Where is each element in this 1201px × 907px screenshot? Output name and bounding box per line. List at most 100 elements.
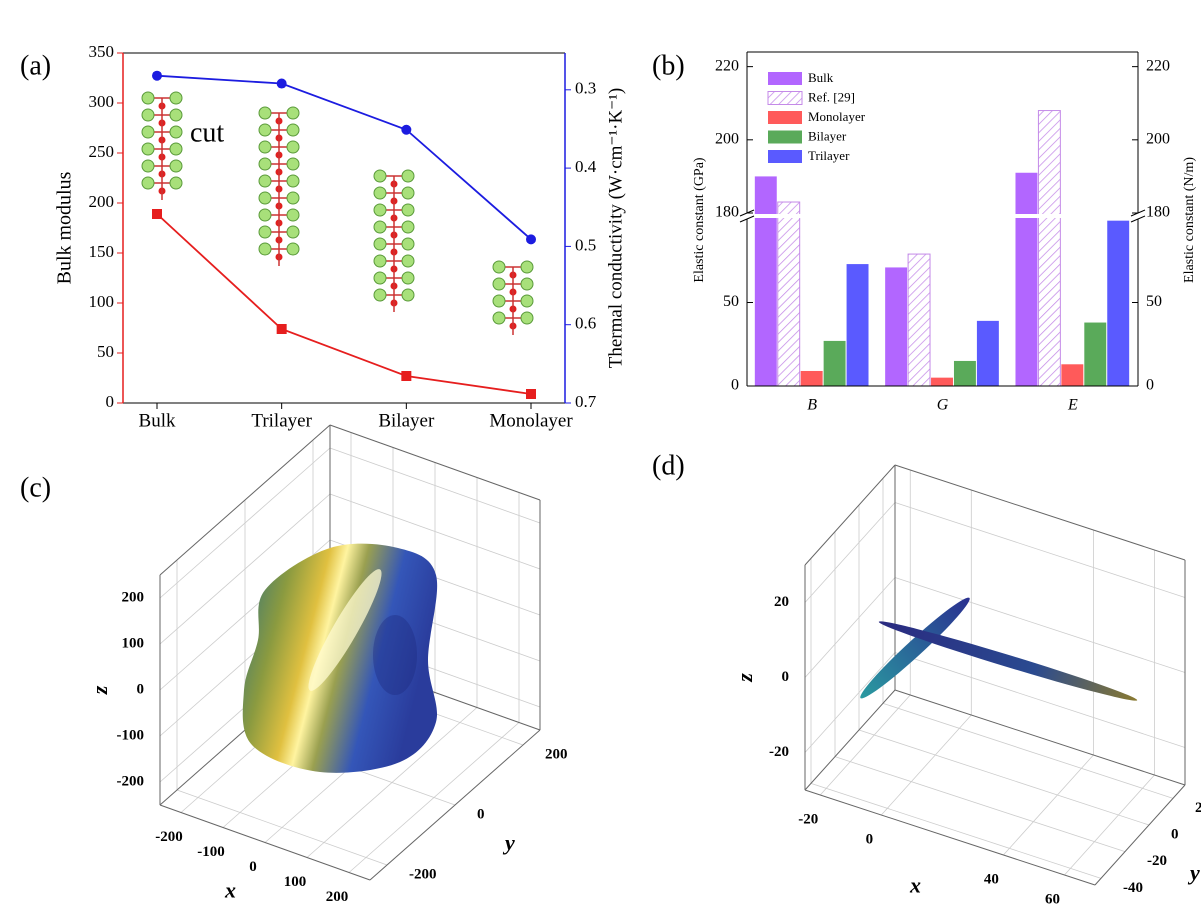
- box-edge: [159, 424, 331, 576]
- y-tick-label: 0: [1171, 826, 1179, 842]
- y2-tick-label: 50: [1146, 293, 1162, 310]
- x-axis-label: x: [909, 873, 921, 898]
- atom: [286, 242, 300, 256]
- atom: [520, 294, 534, 308]
- grid-line: [858, 729, 1150, 826]
- grid-line: [804, 652, 896, 753]
- x-tick-label: 60: [1045, 891, 1060, 907]
- atom: [286, 157, 300, 171]
- marker: [152, 209, 162, 219]
- y-tick-label: 50: [723, 293, 739, 310]
- atom: [401, 237, 415, 251]
- marker: [276, 324, 287, 334]
- y-tick-label: 220: [715, 57, 739, 74]
- y-tick-label: 200: [545, 746, 568, 762]
- panel-label: (d): [652, 450, 685, 481]
- box-edge: [329, 424, 541, 501]
- atom: [520, 277, 534, 291]
- atom: [401, 169, 415, 183]
- marker: [152, 70, 162, 81]
- bar: [823, 340, 846, 386]
- y-tick-label: 0: [731, 377, 739, 394]
- atom: [169, 125, 183, 139]
- atom: [258, 106, 272, 120]
- grid-line: [819, 694, 911, 796]
- x-tick-label: 100: [284, 874, 307, 890]
- atom: [286, 191, 300, 205]
- legend-swatch: [768, 130, 802, 144]
- marker: [276, 78, 287, 89]
- atom: [373, 220, 387, 234]
- y2-tick-label: 0.4: [575, 157, 597, 176]
- grid-line: [882, 702, 1174, 799]
- atom: [258, 242, 272, 256]
- grid-line: [881, 714, 972, 816]
- shadow: [373, 615, 417, 695]
- y2-axis-label: Thermal conductivity (W·cm⁻¹·K⁻¹): [605, 88, 626, 368]
- bar: [1061, 364, 1084, 386]
- box-edge: [804, 689, 896, 791]
- y-tick-label: 0: [106, 392, 115, 411]
- atom: [141, 91, 155, 105]
- x-tick-label: -200: [155, 829, 183, 845]
- atom: [258, 225, 272, 239]
- x-tick-label: G: [937, 397, 949, 414]
- series-line: [156, 213, 532, 395]
- atom: [169, 91, 183, 105]
- z-tick-label: 0: [782, 669, 790, 685]
- bar: [885, 267, 908, 386]
- atom: [401, 220, 415, 234]
- y-tick-label: 100: [89, 292, 115, 311]
- y2-tick-label: 220: [1146, 57, 1170, 74]
- box-edge: [894, 689, 1186, 786]
- x-tick-label: -20: [798, 811, 818, 827]
- atom: [520, 311, 534, 325]
- z-tick-label: 100: [122, 635, 145, 651]
- x-tick-label: 40: [984, 871, 999, 887]
- atom: [373, 237, 387, 251]
- atom: [258, 174, 272, 188]
- grid-line: [159, 493, 331, 645]
- z-axis-label: z: [87, 685, 112, 695]
- grid-line: [804, 502, 896, 603]
- x-tick-label: 0: [249, 859, 257, 875]
- bar: [800, 370, 823, 386]
- atom: [169, 159, 183, 173]
- z-tick-label: -20: [769, 744, 789, 760]
- atom: [258, 157, 272, 171]
- panel-label: (b): [652, 50, 685, 81]
- y-tick-label: 250: [89, 142, 115, 161]
- box-edge: [369, 729, 541, 881]
- atom: [141, 108, 155, 122]
- x-tick-label: Monolayer: [489, 410, 573, 431]
- atom: [401, 186, 415, 200]
- atom: [373, 169, 387, 183]
- atom: [286, 123, 300, 137]
- atom: [286, 140, 300, 154]
- atom: [286, 225, 300, 239]
- surface: [860, 597, 970, 699]
- legend-label: Monolayer: [808, 109, 866, 124]
- y-axis-label: y: [502, 830, 515, 855]
- atom: [373, 288, 387, 302]
- legend-label: Bilayer: [808, 128, 847, 143]
- atom: [286, 106, 300, 120]
- y2-axis-label: Elastic constant (N/m): [1182, 157, 1197, 283]
- legend-label: Trilayer: [808, 148, 850, 163]
- box-edge: [804, 464, 896, 566]
- z-axis-label: z: [732, 673, 757, 683]
- atom: [141, 176, 155, 190]
- panel-label: (a): [20, 50, 51, 81]
- bar: [907, 253, 931, 387]
- legend-swatch: [767, 91, 803, 105]
- atom: [520, 260, 534, 274]
- y-axis-label: y: [1187, 860, 1200, 885]
- bar: [777, 201, 801, 387]
- z-tick-label: 200: [122, 589, 145, 605]
- atom: [169, 142, 183, 156]
- legend-label: Bulk: [808, 70, 834, 85]
- atom: [141, 125, 155, 139]
- grid-line: [329, 447, 541, 524]
- atom: [373, 254, 387, 268]
